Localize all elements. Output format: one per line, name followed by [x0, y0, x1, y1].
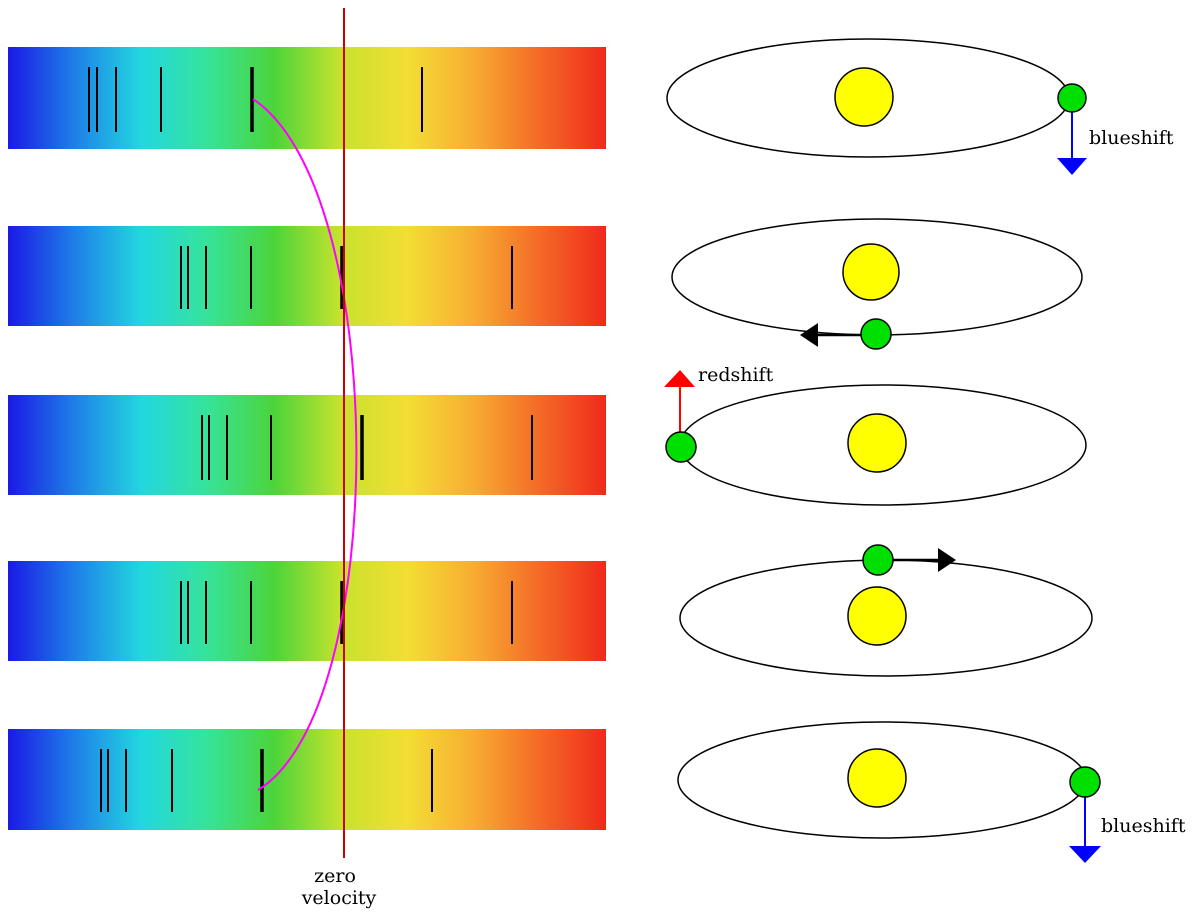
- star: [847, 586, 907, 646]
- star: [847, 413, 907, 473]
- orbit-panel-3: redshift: [664, 364, 1087, 506]
- blueshift-label: blueshift: [1101, 815, 1186, 837]
- blueshift-arrow-head: [1069, 846, 1101, 863]
- spectrum-band: [8, 561, 606, 661]
- planet: [1069, 766, 1101, 798]
- blueshift-arrow-head: [1057, 158, 1087, 175]
- redshift-arrow-head: [664, 370, 695, 387]
- spectrum-2: [8, 226, 606, 326]
- spectrum-3: [8, 395, 606, 495]
- spectrum-band: [8, 47, 606, 149]
- orbit-panel-1: blueshift: [666, 38, 1174, 175]
- zero-velocity-label-line2: velocity: [301, 887, 377, 909]
- star: [842, 243, 900, 301]
- shift-curve: [252, 98, 358, 791]
- motion-arrow-head-right: [938, 548, 956, 572]
- planet: [665, 431, 697, 463]
- star: [847, 748, 907, 808]
- spectrum-band: [8, 395, 606, 495]
- spectrum-1: [8, 47, 606, 149]
- spectrum-4: [8, 561, 606, 661]
- zero-velocity-label-line1: zero: [314, 865, 356, 887]
- star: [834, 67, 894, 127]
- orbit-panel-5: blueshift: [677, 721, 1186, 863]
- redshift-label: redshift: [698, 364, 774, 386]
- planet: [1057, 83, 1087, 113]
- orbit-panel-2: [671, 218, 1083, 350]
- motion-arrow-head-left: [800, 323, 818, 347]
- spectrum-band: [8, 226, 606, 326]
- blueshift-label: blueshift: [1089, 127, 1174, 149]
- planet: [860, 318, 892, 350]
- planet: [862, 544, 894, 576]
- spectrum-5: [8, 729, 606, 830]
- spectrum-band: [8, 729, 606, 830]
- orbit-panel-4: [679, 544, 1093, 677]
